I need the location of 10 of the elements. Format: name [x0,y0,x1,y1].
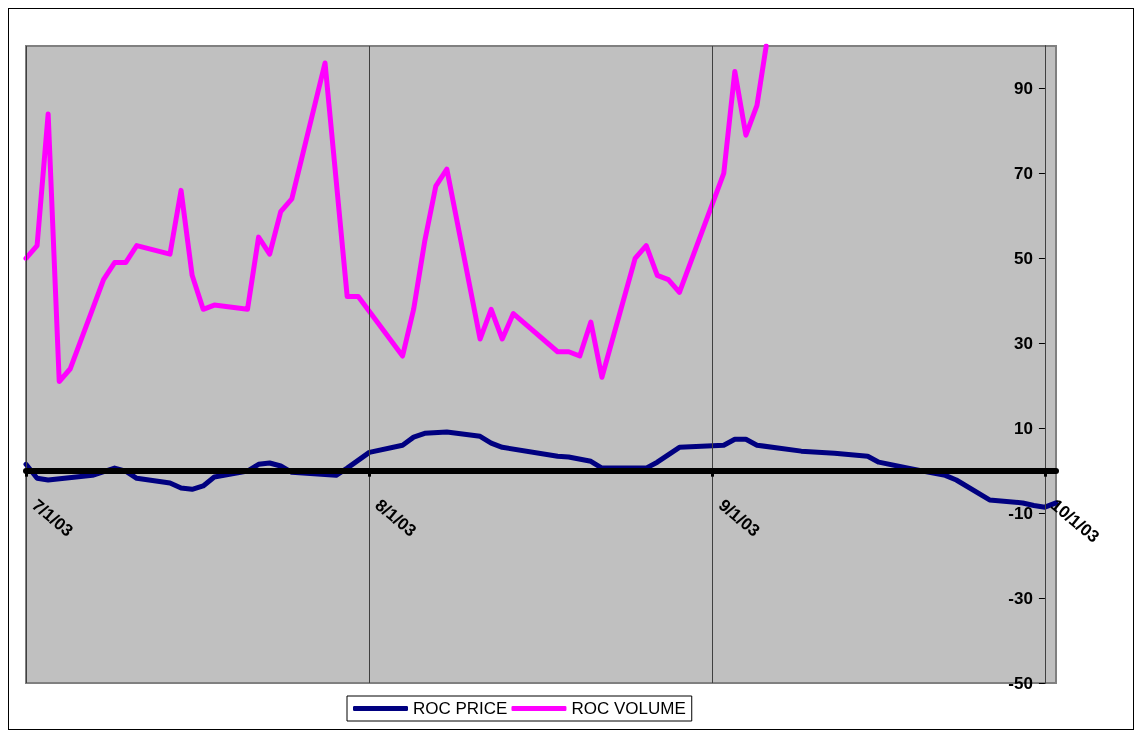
y-tick-label: 50 [1014,248,1033,268]
legend-label: ROC PRICE [413,699,508,718]
y-tick-label: 10 [1014,418,1033,438]
y-tick-label: 70 [1014,163,1033,183]
y-tick-label: 90 [1014,78,1033,98]
legend-label: ROC VOLUME [571,699,686,718]
y-tick-label: -50 [1008,673,1033,693]
y-tick-label: -10 [1008,503,1033,523]
y-tick-label: -30 [1008,588,1033,608]
y-tick-label: 30 [1014,333,1033,353]
